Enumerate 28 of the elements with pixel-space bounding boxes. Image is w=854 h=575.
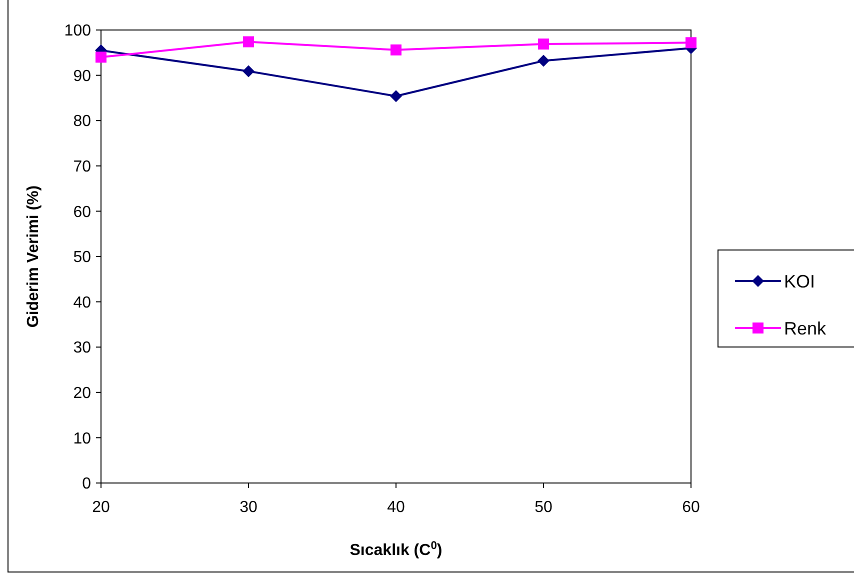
y-tick-label: 60 (73, 204, 92, 221)
y-tick-label: 30 (73, 340, 92, 357)
y-tick-label: 90 (73, 68, 92, 85)
x-tick-label: 60 (682, 499, 700, 516)
y-tick-label: 50 (73, 249, 92, 266)
y-tick-label: 20 (73, 385, 92, 402)
y-tick-label: 100 (64, 22, 92, 40)
legend-label: KOI (784, 271, 816, 292)
x-tick-label: 20 (92, 499, 110, 516)
y-tick-label: 40 (73, 294, 92, 312)
point (390, 90, 402, 102)
y-axis-title: Giderim Verimi (%) (25, 185, 42, 328)
point (686, 37, 696, 48)
y-tick-label: 10 (73, 430, 92, 448)
x-axis-title: Sıcaklık (C$^{0}$) (350, 540, 442, 559)
point (242, 65, 254, 78)
point (538, 54, 550, 67)
y-tick-label: 0 (82, 476, 92, 493)
point (96, 52, 106, 63)
point (390, 44, 402, 56)
legend-label: Renk (784, 318, 828, 338)
x-tick-label: 40 (387, 499, 405, 516)
x-tick-label: 30 (240, 499, 258, 516)
point (243, 36, 254, 48)
y-tick-label: 70 (73, 158, 92, 176)
y-tick-label: 80 (73, 113, 92, 130)
x-tick-label: 50 (534, 499, 552, 516)
point (538, 38, 549, 50)
